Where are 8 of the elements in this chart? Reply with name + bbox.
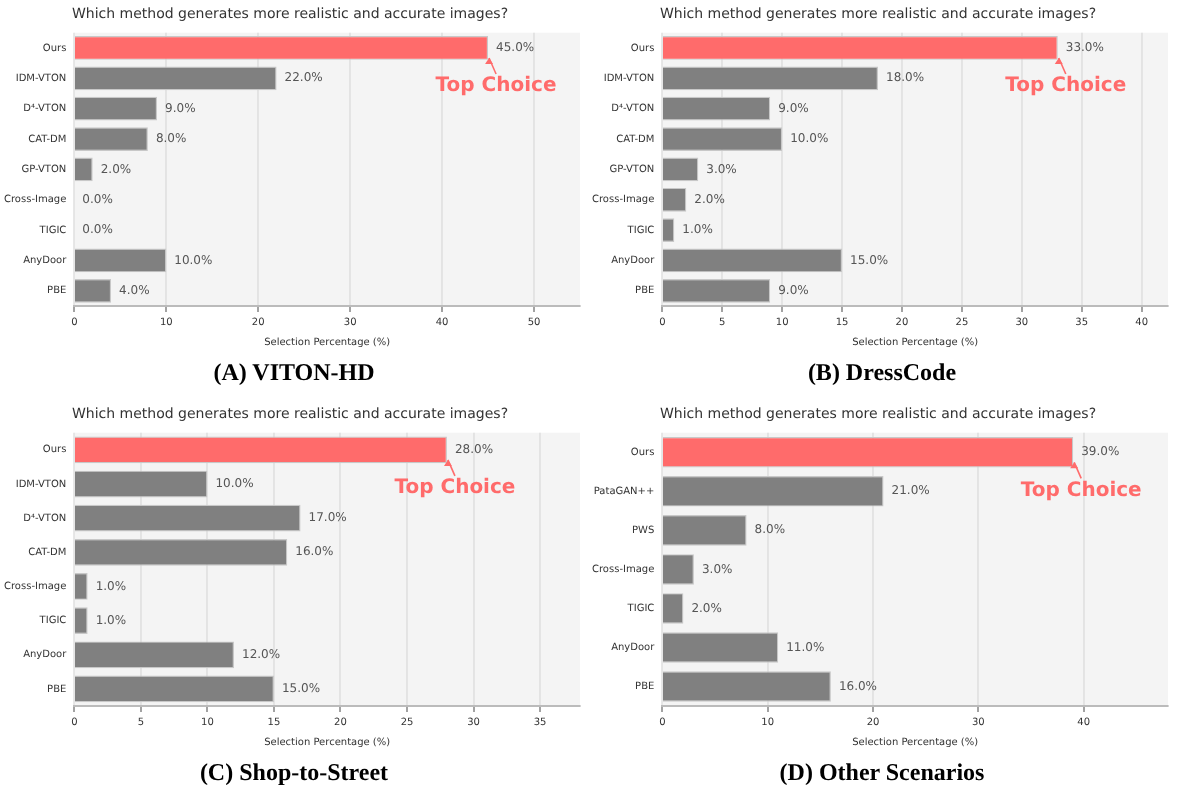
annotation: Top Choice: [435, 75, 557, 98]
text: (A) VITON-HD: [211, 356, 377, 390]
text: (B) DressCode: [805, 356, 959, 390]
text: (D) Other Scenarios: [777, 756, 987, 790]
annotation: Top Choice: [1020, 479, 1143, 502]
annotation: Top Choice: [394, 477, 516, 500]
text: (C) Shop-to-Street: [197, 756, 391, 790]
annotation: Top Choice: [1005, 75, 1127, 98]
